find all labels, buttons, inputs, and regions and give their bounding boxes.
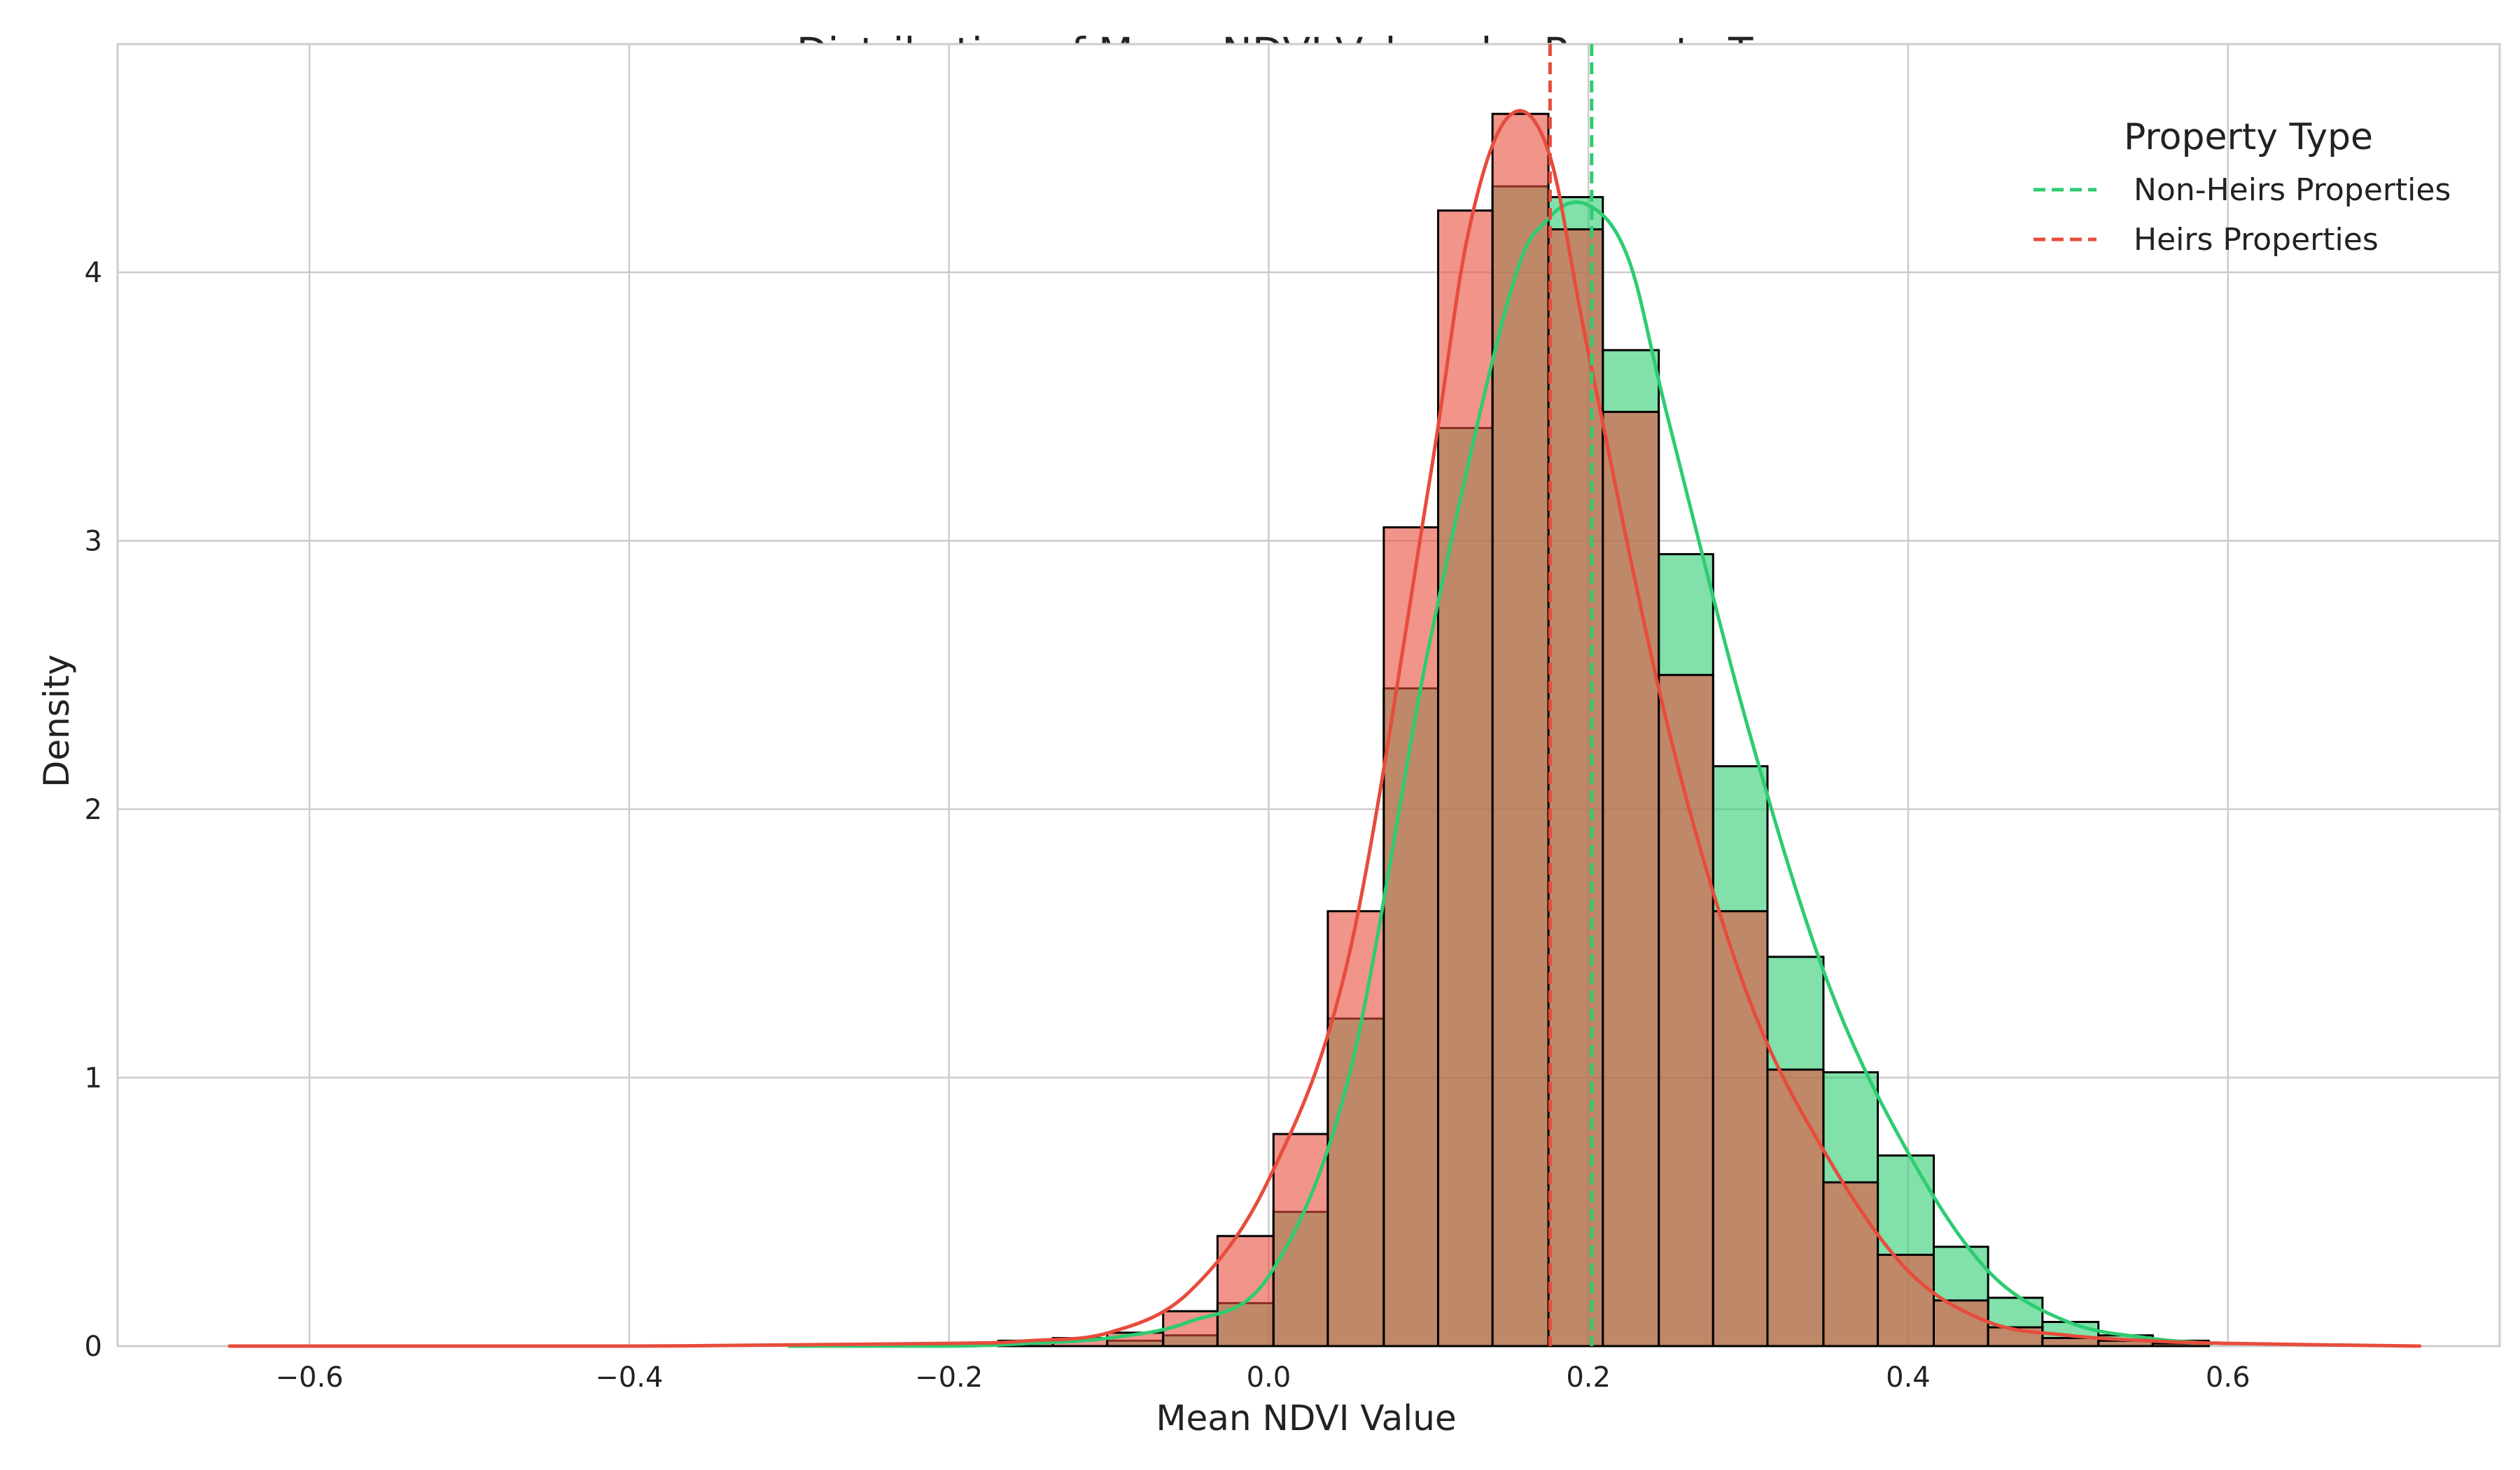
x-tick-label: 0.0 (1247, 1362, 1292, 1394)
legend-title: Property Type (2124, 116, 2373, 158)
y-tick-label: 1 (85, 1062, 102, 1094)
histogram-bar (1216, 1235, 1275, 1348)
y-tick-label: 4 (85, 257, 102, 289)
plot-background (116, 43, 2501, 1348)
x-tick-label: −0.2 (915, 1362, 983, 1394)
y-axis-title: Density (36, 654, 77, 788)
mean-lines (1548, 44, 1594, 1346)
legend-label-non-heirs: Non-Heirs Properties (2134, 172, 2451, 208)
kde-curve-heirs-properties (227, 108, 2422, 1348)
y-axis-ticks: 0 1 2 3 4 (85, 257, 102, 1363)
plot-area (116, 43, 2501, 1348)
histogram-bar (1712, 910, 1769, 1348)
bars-heirs-properties (997, 113, 2210, 1348)
histogram-bar (1822, 1181, 1879, 1348)
histogram-bar (1766, 1068, 1825, 1348)
y-tick-label: 0 (85, 1331, 102, 1363)
kde-curves (227, 108, 2422, 1348)
histogram-bar (1658, 673, 1714, 1348)
y-tick-label: 3 (85, 525, 102, 557)
histogram-bar (1326, 910, 1385, 1348)
histogram-bar (1933, 1299, 1989, 1348)
legend-label-heirs: Heirs Properties (2134, 222, 2379, 258)
histogram-bar (1547, 228, 1604, 1348)
histogram-bar (1272, 1133, 1329, 1348)
histogram-bar (1382, 526, 1439, 1348)
x-tick-label: −0.4 (595, 1362, 663, 1394)
histogram-bar (1491, 113, 1550, 1348)
x-tick-label: 0.6 (2206, 1362, 2250, 1394)
x-tick-label: 0.4 (1886, 1362, 1931, 1394)
histogram-bars (997, 113, 2210, 1348)
histogram-bar (2041, 1336, 2100, 1348)
legend: Property Type Non-Heirs Properties Heirs… (2033, 116, 2451, 258)
kde-curve-non-heirs-properties (787, 200, 2214, 1348)
y-tick-label: 2 (85, 794, 102, 826)
x-tick-label: 0.2 (1566, 1362, 1611, 1394)
grid (118, 44, 2500, 1346)
x-axis-title: Mean NDVI Value (1156, 1398, 1456, 1438)
x-tick-label: −0.6 (275, 1362, 343, 1394)
x-axis-ticks: −0.6 −0.4 −0.2 0.0 0.2 0.4 0.6 (275, 1362, 2250, 1394)
